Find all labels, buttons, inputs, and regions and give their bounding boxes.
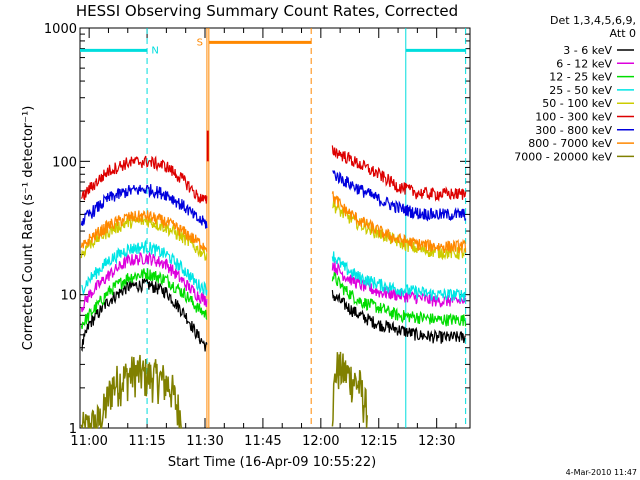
y-axis-label: Corrected Count Rate (s⁻¹ detector⁻¹) (21, 106, 36, 351)
series-line (331, 251, 467, 303)
x-tick-label: 12:15 (360, 434, 397, 449)
series-line (80, 210, 208, 253)
legend-entry-label: 3 - 6 keV (563, 44, 612, 57)
legend-entry-label: 300 - 800 keV (535, 124, 612, 137)
y-tick-label: 1 (69, 422, 77, 437)
series-line (331, 191, 467, 254)
series-line (80, 250, 208, 313)
legend-entry-label: 7000 - 20000 keV (514, 150, 612, 163)
flag-bar-label: N (151, 45, 158, 56)
legend-entry-label: 800 - 7000 keV (528, 137, 612, 150)
series-line (80, 155, 208, 204)
series-line (80, 184, 208, 229)
series-line (81, 239, 208, 296)
x-tick-label: 11:45 (244, 434, 281, 449)
series-line (331, 145, 467, 202)
y-tick-label: 1000 (44, 22, 77, 37)
x-tick-label: 12:30 (418, 434, 455, 449)
series-line (331, 272, 467, 327)
legend-entry-label: 50 - 100 keV (542, 97, 612, 110)
series-line (80, 268, 208, 330)
x-tick-label: 11:00 (70, 434, 107, 449)
legend-entry-label: 12 - 25 keV (549, 71, 612, 84)
timestamp: 4-Mar-2010 11:47 (566, 468, 637, 477)
plot-area: NS (80, 28, 467, 429)
y-tick-label: 10 (60, 289, 77, 304)
series-line (331, 260, 467, 308)
legend-title: Att 0 (610, 27, 636, 40)
x-axis: 11:00 11:15 11:30 11:45 12:00 12:15 12:30 (70, 28, 457, 449)
chart-title: HESSI Observing Summary Count Rates, Cor… (76, 2, 458, 20)
series-line (331, 351, 368, 429)
series-line (80, 278, 208, 352)
flag-bar-label: S (197, 37, 203, 48)
legend-entry-label: 25 - 50 keV (549, 84, 612, 97)
legend-entry-label: 100 - 300 keV (535, 111, 612, 124)
series-line (331, 290, 466, 344)
x-tick-label: 11:15 (128, 434, 165, 449)
series-line (80, 354, 182, 429)
x-axis-label: Start Time (16-Apr-09 10:55:22) (168, 455, 376, 470)
x-tick-label: 11:30 (186, 434, 223, 449)
series-line (332, 170, 467, 222)
x-tick-label: 12:00 (302, 434, 339, 449)
plot-frame (79, 27, 471, 429)
legend-title: Det 1,3,4,5,6,9, (550, 14, 636, 27)
legend-entry-label: 6 - 12 keV (556, 57, 612, 70)
y-tick-label: 100 (52, 155, 77, 170)
